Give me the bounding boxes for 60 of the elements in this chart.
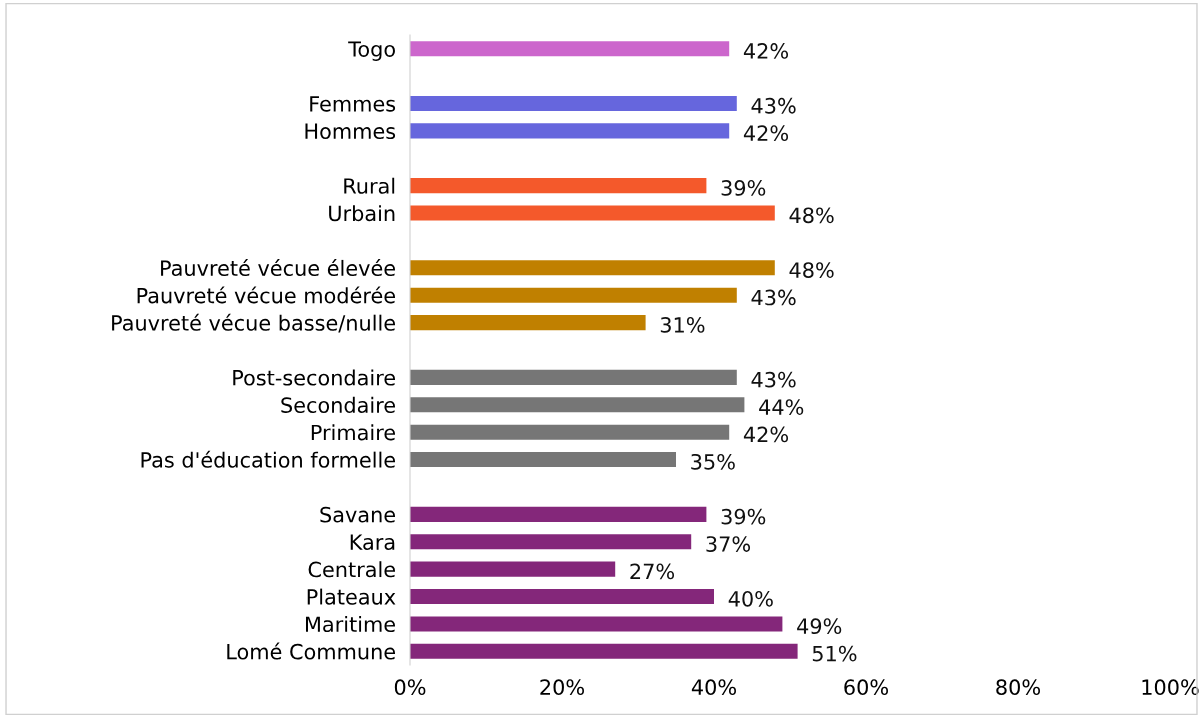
bar	[410, 123, 730, 139]
y-tick-label: Rural	[344, 177, 395, 194]
bar	[410, 643, 798, 659]
y-tick-label: Primaire	[311, 424, 396, 441]
y-tick-label: Femmes	[310, 96, 396, 112]
bar	[410, 561, 616, 577]
y-tick-label: Pauvreté vécue basse/nulle	[112, 313, 395, 333]
bar	[410, 452, 676, 468]
data-label: 27%	[630, 563, 675, 580]
x-tick-label: 100%	[1142, 679, 1199, 696]
y-tick-label: Savane	[320, 506, 395, 523]
y-tick-label: Pauvreté vécue élevée	[161, 259, 395, 277]
bar	[410, 41, 730, 57]
y-tick-label: Post-secondaire	[233, 369, 395, 386]
bar	[410, 369, 737, 385]
data-label: 48%	[789, 207, 834, 224]
data-label: 39%	[721, 508, 766, 525]
data-label: 43%	[751, 371, 796, 388]
data-label: 49%	[797, 618, 842, 635]
bar	[410, 506, 707, 522]
bar	[410, 205, 775, 221]
bar	[410, 287, 737, 303]
bar	[410, 178, 707, 194]
bar	[410, 315, 646, 331]
data-label: 42%	[743, 125, 789, 142]
y-tick-label: Pauvreté vécue modérée	[137, 286, 395, 304]
data-label: 35%	[691, 453, 735, 470]
data-label: 39%	[721, 180, 766, 196]
data-label: 43%	[751, 289, 796, 306]
y-tick-label: Lomé Commune	[227, 642, 395, 660]
y-tick-label: Hommes	[305, 123, 396, 140]
y-tick-label: Kara	[350, 534, 395, 550]
data-label: 48%	[789, 262, 834, 278]
bar	[410, 588, 714, 605]
data-label: 43%	[751, 97, 796, 114]
y-tick-label: Secondaire	[281, 396, 395, 413]
bar	[410, 616, 783, 632]
x-tick-label: 0%	[394, 679, 426, 696]
bar	[410, 534, 692, 550]
bar	[410, 397, 745, 413]
x-tick-label: 20%	[540, 679, 584, 696]
bar	[410, 260, 775, 276]
data-label: 51%	[812, 645, 857, 662]
x-tick-label: 40%	[691, 679, 736, 696]
x-tick-label: 80%	[996, 679, 1040, 696]
x-tick-label: 60%	[844, 679, 888, 696]
data-label: 40%	[728, 590, 773, 607]
data-label: 42%	[743, 426, 789, 443]
data-label: 37%	[706, 536, 751, 552]
bar	[410, 424, 730, 440]
y-tick-label: Urbain	[329, 205, 395, 222]
data-label: 42%	[743, 43, 789, 59]
y-tick-label: Plateaux	[307, 588, 396, 605]
data-label: 44%	[759, 399, 804, 415]
y-tick-label: Centrale	[308, 561, 395, 578]
bar	[410, 95, 737, 112]
y-tick-label: Maritime	[305, 616, 395, 633]
y-tick-label: Togo	[348, 41, 395, 61]
data-label: 31%	[660, 317, 705, 333]
y-tick-label: Pas d'éducation formelle	[141, 450, 395, 468]
